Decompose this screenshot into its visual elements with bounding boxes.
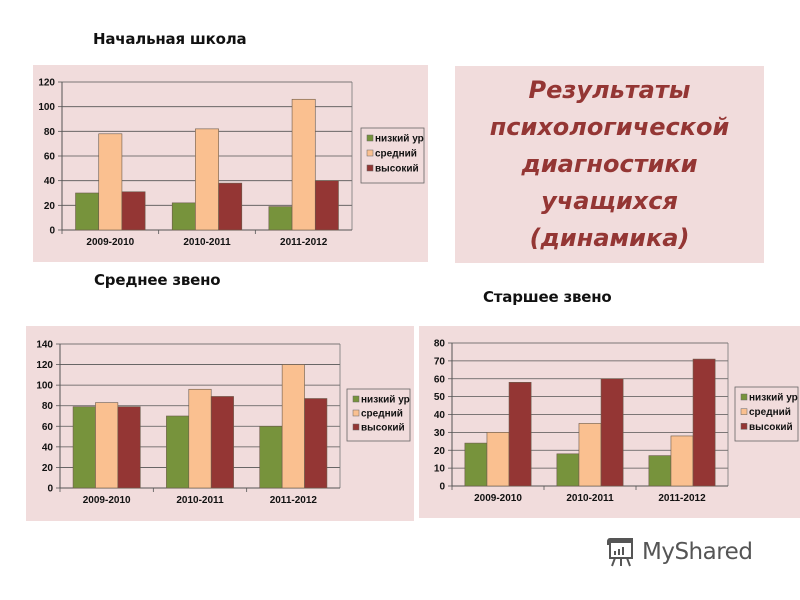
legend-label: низкий ур bbox=[749, 393, 798, 404]
bar bbox=[600, 378, 624, 487]
x-category-label: 2011-2012 bbox=[280, 237, 328, 248]
x-category-label: 2010-2011 bbox=[176, 495, 224, 506]
bar-chart-primary: 0 20 40 60 80 100 120 2009-2010 2010-2011 2011-20… bbox=[38, 78, 425, 248]
y-tick-label: 40 bbox=[434, 410, 446, 421]
y-tick-label: 20 bbox=[434, 446, 446, 457]
y-tick-label: 140 bbox=[36, 340, 53, 351]
y-tick-label: 80 bbox=[434, 339, 446, 350]
bar bbox=[291, 98, 316, 231]
legend-label: высокий bbox=[749, 422, 793, 433]
y-tick-label: 0 bbox=[49, 226, 55, 237]
y-tick-label: 20 bbox=[44, 201, 56, 212]
bar bbox=[95, 402, 119, 489]
y-tick-label: 10 bbox=[434, 464, 446, 475]
legend-box bbox=[346, 388, 411, 442]
legend-label: средний bbox=[749, 407, 791, 418]
y-tick-label: 40 bbox=[44, 176, 56, 187]
y-tick-label: 20 bbox=[42, 463, 54, 474]
bar bbox=[195, 128, 219, 231]
legend-swatch bbox=[352, 409, 360, 417]
legend-swatch bbox=[740, 393, 748, 401]
bar bbox=[72, 406, 96, 489]
bar bbox=[648, 455, 672, 487]
y-tick-label: 100 bbox=[38, 102, 55, 113]
title-line-3: диагностики bbox=[521, 150, 698, 178]
legend-label: средний bbox=[361, 409, 403, 420]
x-category-label: 2009-2010 bbox=[83, 495, 131, 506]
bar bbox=[268, 206, 293, 231]
legend-swatch bbox=[366, 164, 374, 172]
y-tick-label: 120 bbox=[36, 360, 53, 371]
legend-label: высокий bbox=[361, 423, 405, 434]
bar bbox=[281, 364, 305, 489]
y-tick-label: 60 bbox=[42, 422, 54, 433]
y-tick-label: 60 bbox=[44, 152, 56, 163]
title-line-2: психологической bbox=[489, 113, 730, 141]
bar bbox=[188, 388, 212, 489]
legend-swatch bbox=[352, 423, 360, 431]
heading-middle-level: Среднее звено bbox=[94, 271, 221, 289]
legend-box bbox=[360, 127, 425, 184]
bar bbox=[578, 423, 602, 487]
bar bbox=[210, 396, 234, 489]
bar bbox=[259, 425, 283, 489]
title-line-4: учащихся bbox=[541, 187, 678, 215]
title-panel: Результаты психологической диагностики у… bbox=[455, 66, 764, 263]
bar bbox=[314, 180, 339, 231]
y-tick-label: 100 bbox=[36, 381, 53, 392]
bar bbox=[670, 435, 694, 487]
presentation-board-icon bbox=[607, 538, 633, 567]
myshared-logo: MyShared bbox=[606, 536, 753, 568]
bar bbox=[98, 133, 123, 231]
bar bbox=[117, 406, 141, 489]
bar bbox=[166, 415, 190, 489]
y-tick-label: 0 bbox=[47, 484, 53, 495]
bar bbox=[692, 358, 716, 487]
bar bbox=[75, 192, 100, 231]
bar-chart-senior: 0 10 20 30 40 50 60 70 80 2009-2010 2010-2011 2011-… bbox=[434, 339, 799, 504]
x-category-label: 2009-2010 bbox=[86, 237, 134, 248]
title-line-1: Результаты bbox=[528, 76, 691, 104]
bar bbox=[121, 191, 146, 231]
logo-text: MyShared bbox=[642, 539, 753, 565]
bar bbox=[556, 453, 580, 487]
bar bbox=[508, 382, 532, 487]
y-tick-label: 40 bbox=[42, 442, 54, 453]
x-category-label: 2009-2010 bbox=[474, 493, 522, 504]
y-tick-label: 30 bbox=[434, 428, 446, 439]
heading-primary-school: Начальная школа bbox=[93, 30, 247, 48]
x-category-label: 2010-2011 bbox=[566, 493, 614, 504]
legend-swatch bbox=[366, 149, 374, 157]
x-category-label: 2011-2012 bbox=[658, 493, 706, 504]
legend-swatch bbox=[740, 408, 748, 415]
legend-box bbox=[734, 386, 799, 442]
bar-chart-middle: 0 20 40 60 80 100 120 140 2009-2010 2010-2011 2011… bbox=[36, 340, 411, 506]
y-tick-label: 0 bbox=[439, 482, 445, 493]
x-category-label: 2010-2011 bbox=[183, 237, 231, 248]
legend-label: средний bbox=[375, 149, 417, 160]
y-tick-label: 120 bbox=[38, 78, 55, 89]
bar bbox=[304, 398, 328, 489]
y-tick-label: 70 bbox=[434, 356, 446, 367]
y-tick-label: 50 bbox=[434, 392, 446, 403]
bar bbox=[486, 432, 510, 487]
legend-label: низкий ур bbox=[361, 395, 410, 406]
y-tick-label: 60 bbox=[434, 374, 446, 385]
bar bbox=[218, 182, 243, 231]
heading-senior-level: Старшее звено bbox=[483, 288, 612, 306]
bar bbox=[171, 202, 196, 231]
legend-swatch bbox=[740, 423, 748, 430]
legend-swatch bbox=[352, 395, 360, 403]
legend-swatch bbox=[366, 134, 374, 142]
legend-label: высокий bbox=[375, 164, 419, 175]
y-tick-label: 80 bbox=[44, 127, 56, 138]
bar bbox=[464, 442, 488, 487]
legend-label: низкий ур bbox=[375, 134, 424, 145]
x-category-label: 2011-2012 bbox=[270, 495, 318, 506]
y-tick-label: 80 bbox=[42, 401, 54, 412]
title-line-5: (динамика) bbox=[529, 224, 690, 252]
